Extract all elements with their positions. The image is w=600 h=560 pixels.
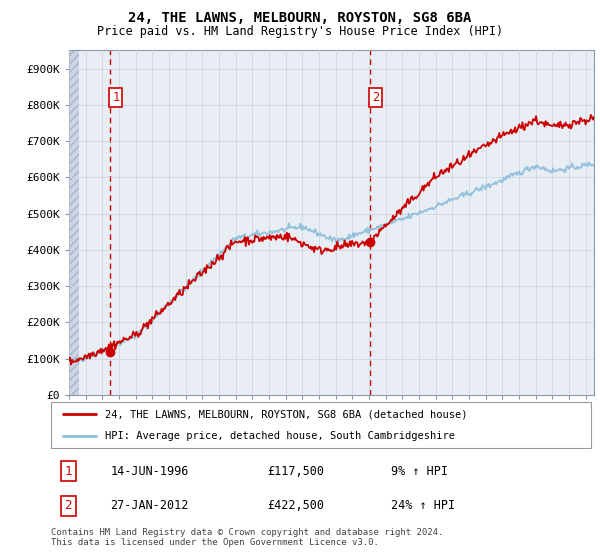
Text: 1: 1 — [112, 91, 119, 104]
Text: 2: 2 — [373, 91, 379, 104]
Text: £422,500: £422,500 — [267, 499, 324, 512]
Text: 24, THE LAWNS, MELBOURN, ROYSTON, SG8 6BA (detached house): 24, THE LAWNS, MELBOURN, ROYSTON, SG8 6B… — [105, 409, 467, 419]
Text: 1: 1 — [65, 465, 72, 478]
Text: Price paid vs. HM Land Registry's House Price Index (HPI): Price paid vs. HM Land Registry's House … — [97, 25, 503, 38]
Text: Contains HM Land Registry data © Crown copyright and database right 2024.
This d: Contains HM Land Registry data © Crown c… — [51, 528, 443, 547]
Text: 2: 2 — [65, 499, 72, 512]
Bar — [69, 47, 79, 395]
Text: 14-JUN-1996: 14-JUN-1996 — [110, 465, 189, 478]
Text: 27-JAN-2012: 27-JAN-2012 — [110, 499, 189, 512]
Text: 9% ↑ HPI: 9% ↑ HPI — [391, 465, 448, 478]
Text: HPI: Average price, detached house, South Cambridgeshire: HPI: Average price, detached house, Sout… — [105, 431, 455, 441]
Text: £117,500: £117,500 — [267, 465, 324, 478]
FancyBboxPatch shape — [51, 402, 591, 448]
Text: 24, THE LAWNS, MELBOURN, ROYSTON, SG8 6BA: 24, THE LAWNS, MELBOURN, ROYSTON, SG8 6B… — [128, 11, 472, 25]
Text: 24% ↑ HPI: 24% ↑ HPI — [391, 499, 455, 512]
